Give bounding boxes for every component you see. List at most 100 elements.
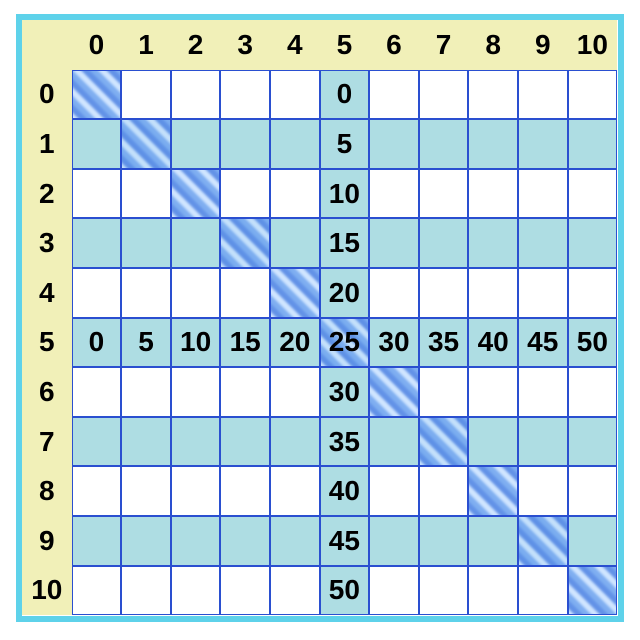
- cell-7-8: [468, 417, 518, 467]
- cell-6-5: 30: [320, 367, 370, 417]
- cell-4-7: [419, 268, 469, 318]
- cell-2-4: [270, 169, 320, 219]
- cell-5-5: 25: [320, 318, 370, 368]
- cell-8-1: [121, 466, 171, 516]
- cell-1-10: [568, 119, 618, 169]
- cell-8-7: [419, 466, 469, 516]
- cell-8-2: [171, 466, 221, 516]
- cell-3-9: [518, 218, 568, 268]
- cell-4-9: [518, 268, 568, 318]
- cell-0-1: [121, 70, 171, 120]
- col-header-8: 8: [468, 20, 518, 70]
- diagonal-streak: [419, 417, 469, 467]
- cell-8-5: 40: [320, 466, 370, 516]
- row-header-2: 2: [22, 169, 72, 219]
- cell-0-7: [419, 70, 469, 120]
- cell-9-10: [568, 516, 618, 566]
- cell-7-3: [220, 417, 270, 467]
- row-header-7: 7: [22, 417, 72, 467]
- cell-3-8: [468, 218, 518, 268]
- cell-7-9: [518, 417, 568, 467]
- diagonal-value: 25: [329, 326, 360, 358]
- cell-4-2: [171, 268, 221, 318]
- cell-5-4: 20: [270, 318, 320, 368]
- cell-10-5: 50: [320, 566, 370, 616]
- cell-5-0: 0: [72, 318, 122, 368]
- cell-9-4: [270, 516, 320, 566]
- cell-1-0: [72, 119, 122, 169]
- cell-6-1: [121, 367, 171, 417]
- cell-1-9: [518, 119, 568, 169]
- cell-9-9: [518, 516, 568, 566]
- col-header-7: 7: [419, 20, 469, 70]
- cell-3-5: 15: [320, 218, 370, 268]
- col-header-4: 4: [270, 20, 320, 70]
- row-header-4: 4: [22, 268, 72, 318]
- cell-8-3: [220, 466, 270, 516]
- cell-4-10: [568, 268, 618, 318]
- cell-7-5: 35: [320, 417, 370, 467]
- cell-5-6: 30: [369, 318, 419, 368]
- cell-1-5: 5: [320, 119, 370, 169]
- cell-10-2: [171, 566, 221, 616]
- cell-5-2: 10: [171, 318, 221, 368]
- col-header-9: 9: [518, 20, 568, 70]
- diagonal-streak: [220, 218, 270, 268]
- cell-10-4: [270, 566, 320, 616]
- cell-4-4: [270, 268, 320, 318]
- cell-6-7: [419, 367, 469, 417]
- cell-10-10: [568, 566, 618, 616]
- cell-1-4: [270, 119, 320, 169]
- col-header-6: 6: [369, 20, 419, 70]
- cell-0-8: [468, 70, 518, 120]
- cell-1-2: [171, 119, 221, 169]
- diagonal-streak: [270, 268, 320, 318]
- col-header-1: 1: [121, 20, 171, 70]
- corner-cell: [22, 20, 72, 70]
- cell-9-1: [121, 516, 171, 566]
- cell-0-4: [270, 70, 320, 120]
- cell-0-10: [568, 70, 618, 120]
- cell-7-0: [72, 417, 122, 467]
- row-header-8: 8: [22, 466, 72, 516]
- cell-2-0: [72, 169, 122, 219]
- cell-7-4: [270, 417, 320, 467]
- row-header-1: 1: [22, 119, 72, 169]
- cell-3-0: [72, 218, 122, 268]
- cell-9-2: [171, 516, 221, 566]
- grid: 0123456789100015210315420505101520253035…: [22, 20, 618, 615]
- cell-3-4: [270, 218, 320, 268]
- cell-8-4: [270, 466, 320, 516]
- cell-6-2: [171, 367, 221, 417]
- cell-1-7: [419, 119, 469, 169]
- cell-9-7: [419, 516, 469, 566]
- cell-10-8: [468, 566, 518, 616]
- cell-10-3: [220, 566, 270, 616]
- cell-5-10: 50: [568, 318, 618, 368]
- cell-0-9: [518, 70, 568, 120]
- cell-9-8: [468, 516, 518, 566]
- cell-5-8: 40: [468, 318, 518, 368]
- cell-4-0: [72, 268, 122, 318]
- diagonal-streak: [72, 70, 122, 120]
- cell-6-3: [220, 367, 270, 417]
- cell-5-9: 45: [518, 318, 568, 368]
- cell-0-6: [369, 70, 419, 120]
- cell-10-1: [121, 566, 171, 616]
- cell-7-10: [568, 417, 618, 467]
- row-header-9: 9: [22, 516, 72, 566]
- col-header-2: 2: [171, 20, 221, 70]
- cell-7-7: [419, 417, 469, 467]
- cell-10-6: [369, 566, 419, 616]
- col-header-5: 5: [320, 20, 370, 70]
- cell-2-1: [121, 169, 171, 219]
- diagonal-streak: [468, 466, 518, 516]
- cell-3-1: [121, 218, 171, 268]
- cell-7-1: [121, 417, 171, 467]
- cell-4-1: [121, 268, 171, 318]
- cell-10-7: [419, 566, 469, 616]
- col-header-3: 3: [220, 20, 270, 70]
- cell-8-8: [468, 466, 518, 516]
- row-header-10: 10: [22, 566, 72, 616]
- cell-9-0: [72, 516, 122, 566]
